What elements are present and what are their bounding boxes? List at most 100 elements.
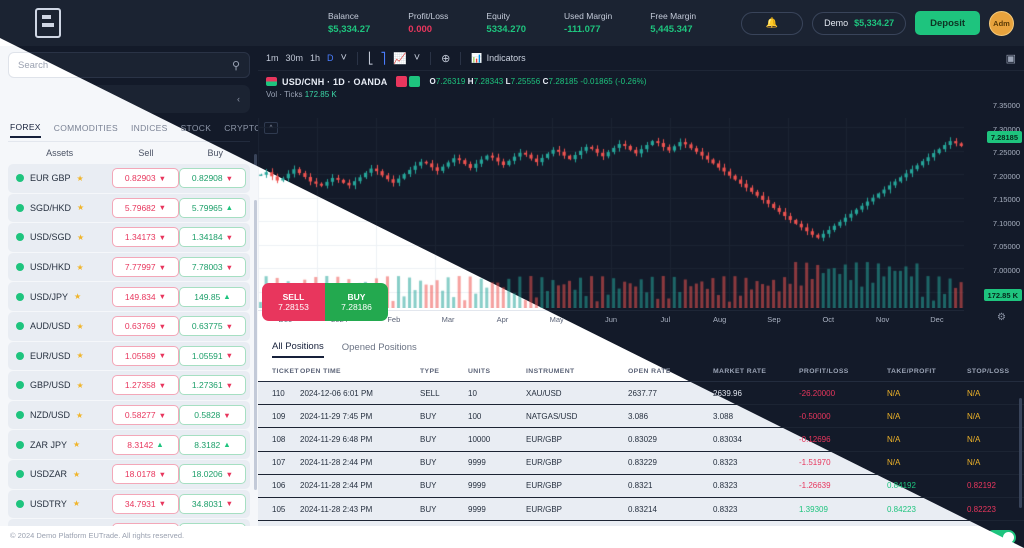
asset-buy-price[interactable]: 0.63775 ▼ <box>179 316 246 337</box>
language-selector[interactable]: English <box>870 528 924 546</box>
star-icon[interactable]: ★ <box>76 321 84 331</box>
bar-chart-icon[interactable]: ⎤ <box>380 52 386 65</box>
asset-buy-price[interactable]: 18.0206 ▼ <box>179 464 246 485</box>
search-icon[interactable]: ⚲ <box>231 59 240 72</box>
asset-sell-price[interactable]: 149.834 ▼ <box>112 286 179 307</box>
price-chart[interactable] <box>258 118 964 308</box>
asset-buy-price[interactable]: 149.85 ▲ <box>179 286 246 307</box>
timeframe-30m[interactable]: 30m <box>285 53 304 63</box>
account-selector[interactable]: Demo $5,334.27 <box>812 11 907 35</box>
asset-sell-price[interactable]: 1.05589 ▼ <box>112 345 179 366</box>
star-icon[interactable]: ★ <box>76 351 84 361</box>
avatar[interactable]: Adm <box>989 10 1014 36</box>
star-icon[interactable]: ★ <box>77 203 85 213</box>
candlestick-icon[interactable]: ⎣ <box>367 52 374 65</box>
star-icon[interactable]: ★ <box>76 380 84 390</box>
asset-sell-price[interactable]: 8.3142 ▲ <box>112 434 179 455</box>
star-icon[interactable]: ★ <box>76 410 84 420</box>
notifications-button[interactable]: 🔔 <box>741 11 804 35</box>
star-icon[interactable]: ★ <box>74 292 82 302</box>
deposit-button[interactable]: Deposit <box>915 11 980 35</box>
search-input[interactable]: Search ⚲ <box>8 52 250 78</box>
chevron-down-icon-2[interactable]: ˅ <box>413 52 421 64</box>
asset-row[interactable]: USDTRY ★ 34.7931 ▼ 34.8031 ▼ <box>8 490 250 519</box>
asset-buy-price[interactable]: 8.3182 ▲ <box>179 434 246 455</box>
asset-sell-price[interactable]: 0.63769 ▼ <box>112 316 179 337</box>
timeframe-1m[interactable]: 1m <box>266 53 279 63</box>
star-icon[interactable]: ★ <box>73 469 81 479</box>
asset-row[interactable]: USD/HKD ★ 7.77997 ▼ 7.78003 ▼ <box>8 253 250 282</box>
table-row[interactable]: 110 2024-12-06 6:01 PM SELL 10 XAU/USD 2637.7… <box>258 381 1024 406</box>
chart-symbol[interactable]: USD/CNH · 1D · OANDA <box>282 76 388 87</box>
positions-tab-all-positions[interactable]: All Positions <box>272 341 324 358</box>
plus-circle-icon[interactable]: ⊕ <box>441 52 451 65</box>
asset-buy-price[interactable]: 5.79965 ▲ <box>179 197 246 218</box>
asset-buy-price[interactable]: 1.27361 ▼ <box>179 375 246 396</box>
asset-sell-price[interactable]: 7.77997 ▼ <box>112 257 179 278</box>
asset-sell-price[interactable]: 1.27358 ▼ <box>112 375 179 396</box>
chart-toolbar: 1m 30m 1h D ˅ ⎣ ⎤ 📈 ˅ ⊕ 📊 Indicators ▣ <box>258 46 1024 71</box>
chevron-left-icon[interactable]: ‹ <box>237 94 240 104</box>
asset-row[interactable]: EUR/USD ★ 1.05589 ▼ 1.05591 ▼ <box>8 342 250 371</box>
toggle-bearish-icon[interactable] <box>395 76 407 87</box>
asset-sell-price[interactable]: 34.7931 ▼ <box>112 493 179 514</box>
star-icon[interactable]: ★ <box>73 440 81 450</box>
chevron-down-icon[interactable]: ˅ <box>340 52 347 64</box>
series-toggles[interactable] <box>395 76 420 87</box>
sell-button[interactable]: SELL 7.28153 <box>262 283 325 321</box>
timeframe-d[interactable]: D <box>327 53 334 63</box>
category-tab-stock[interactable]: STOCK <box>180 123 212 133</box>
category-tab-indices[interactable]: INDICES <box>131 123 168 133</box>
category-tab-forex[interactable]: FOREX <box>10 122 41 138</box>
timeframe-1h[interactable]: 1h <box>310 53 321 63</box>
admin-button[interactable]: Admin <box>758 528 813 546</box>
asset-sell-price[interactable]: 18.0178 ▼ <box>112 464 179 485</box>
asset-buy-price[interactable]: 1.34184 ▼ <box>179 227 246 248</box>
table-row[interactable]: 107 2024-11-28 2:44 PM BUY 9999 EUR/GBP 0.832… <box>258 451 1024 475</box>
dark-mode-toggle[interactable] <box>986 529 1016 545</box>
asset-sell-price[interactable]: 0.58277 ▼ <box>112 405 179 426</box>
asset-list[interactable]: EUR GBP ★ 0.82903 ▼ 0.82908 ▼ SGD/HKD ★ 5.79682 ▼… <box>8 164 250 548</box>
table-scrollbar[interactable] <box>1019 398 1022 508</box>
table-row[interactable]: 109 2024-11-29 7:45 PM BUY 100 NATGAS/USD 3.0… <box>258 404 1024 429</box>
asset-row[interactable]: NZD/USD ★ 0.58277 ▼ 0.5828 ▼ <box>8 401 250 430</box>
asset-sell-price[interactable]: 1.34173 ▼ <box>112 227 179 248</box>
positions-tab-opened-positions[interactable]: Opened Positions <box>341 341 417 353</box>
favorite-pairs-row[interactable]: ★ Favorite Pairs ‹ <box>8 85 250 113</box>
asset-row[interactable]: SGD/HKD ★ 5.79682 ▼ 5.79965 ▲ <box>8 194 250 223</box>
asset-buy-price[interactable]: 1.05591 ▼ <box>179 345 246 366</box>
asset-buy-price[interactable]: 34.8031 ▼ <box>179 493 246 514</box>
status-dot-icon <box>16 381 24 390</box>
asset-buy-price[interactable]: 7.78003 ▼ <box>179 257 246 278</box>
asset-sell-price[interactable]: 5.79682 ▼ <box>112 197 179 218</box>
table-row[interactable]: 105 2024-11-28 2:43 PM BUY 9999 EUR/GBP 0.832… <box>258 497 1024 522</box>
asset-buy-price[interactable]: 0.5828 ▼ <box>179 405 246 426</box>
asset-row[interactable]: ZAR JPY ★ 8.3142 ▲ 8.3182 ▲ <box>8 430 250 459</box>
buy-button[interactable]: BUY 7.28186 <box>325 283 388 321</box>
toggle-bullish-icon[interactable] <box>408 76 420 87</box>
table-row[interactable]: 108 2024-11-29 6:48 PM BUY 10000 EUR/GBP 0.83… <box>258 427 1024 452</box>
category-tab-crypto[interactable]: CRYPTO <box>224 123 262 133</box>
star-icon[interactable]: ★ <box>77 232 85 242</box>
table-row[interactable]: 106 2024-11-28 2:44 PM BUY 9999 EUR/GBP 0.832… <box>258 474 1024 498</box>
asset-row[interactable]: USDZAR ★ 18.0178 ▼ 18.0206 ▼ <box>8 460 250 489</box>
line-chart-icon[interactable]: 📈 <box>392 52 407 65</box>
star-icon[interactable]: ★ <box>76 173 84 183</box>
asset-buy-price[interactable]: 0.82908 ▼ <box>179 168 246 189</box>
star-icon[interactable]: ★ <box>72 499 81 509</box>
camera-icon[interactable]: ▣ <box>1005 52 1016 65</box>
gear-icon[interactable]: ⚙ <box>997 312 1006 323</box>
trend-dn-icon: ▼ <box>225 380 234 390</box>
asset-row[interactable]: USD/JPY ★ 149.834 ▼ 149.85 ▲ <box>8 282 250 311</box>
asset-sell-price[interactable]: 0.82903 ▼ <box>112 168 179 189</box>
asset-row[interactable]: EUR GBP ★ 0.82903 ▼ 0.82908 ▼ <box>8 164 250 193</box>
asset-row[interactable]: USD/SGD ★ 1.34173 ▼ 1.34184 ▼ <box>8 223 250 252</box>
indicators-button[interactable]: 📊 Indicators <box>471 53 525 64</box>
cell-type: BUY <box>420 404 468 429</box>
sidebar-scrollbar[interactable] <box>254 154 257 444</box>
category-tab-commodities[interactable]: COMMODITIES <box>53 123 118 133</box>
app-logo[interactable] <box>0 0 96 46</box>
star-icon[interactable]: ★ <box>76 262 84 272</box>
asset-row[interactable]: GBP/USD ★ 1.27358 ▼ 1.27361 ▼ <box>8 371 250 400</box>
asset-row[interactable]: AUD/USD ★ 0.63769 ▼ 0.63775 ▼ <box>8 312 250 341</box>
